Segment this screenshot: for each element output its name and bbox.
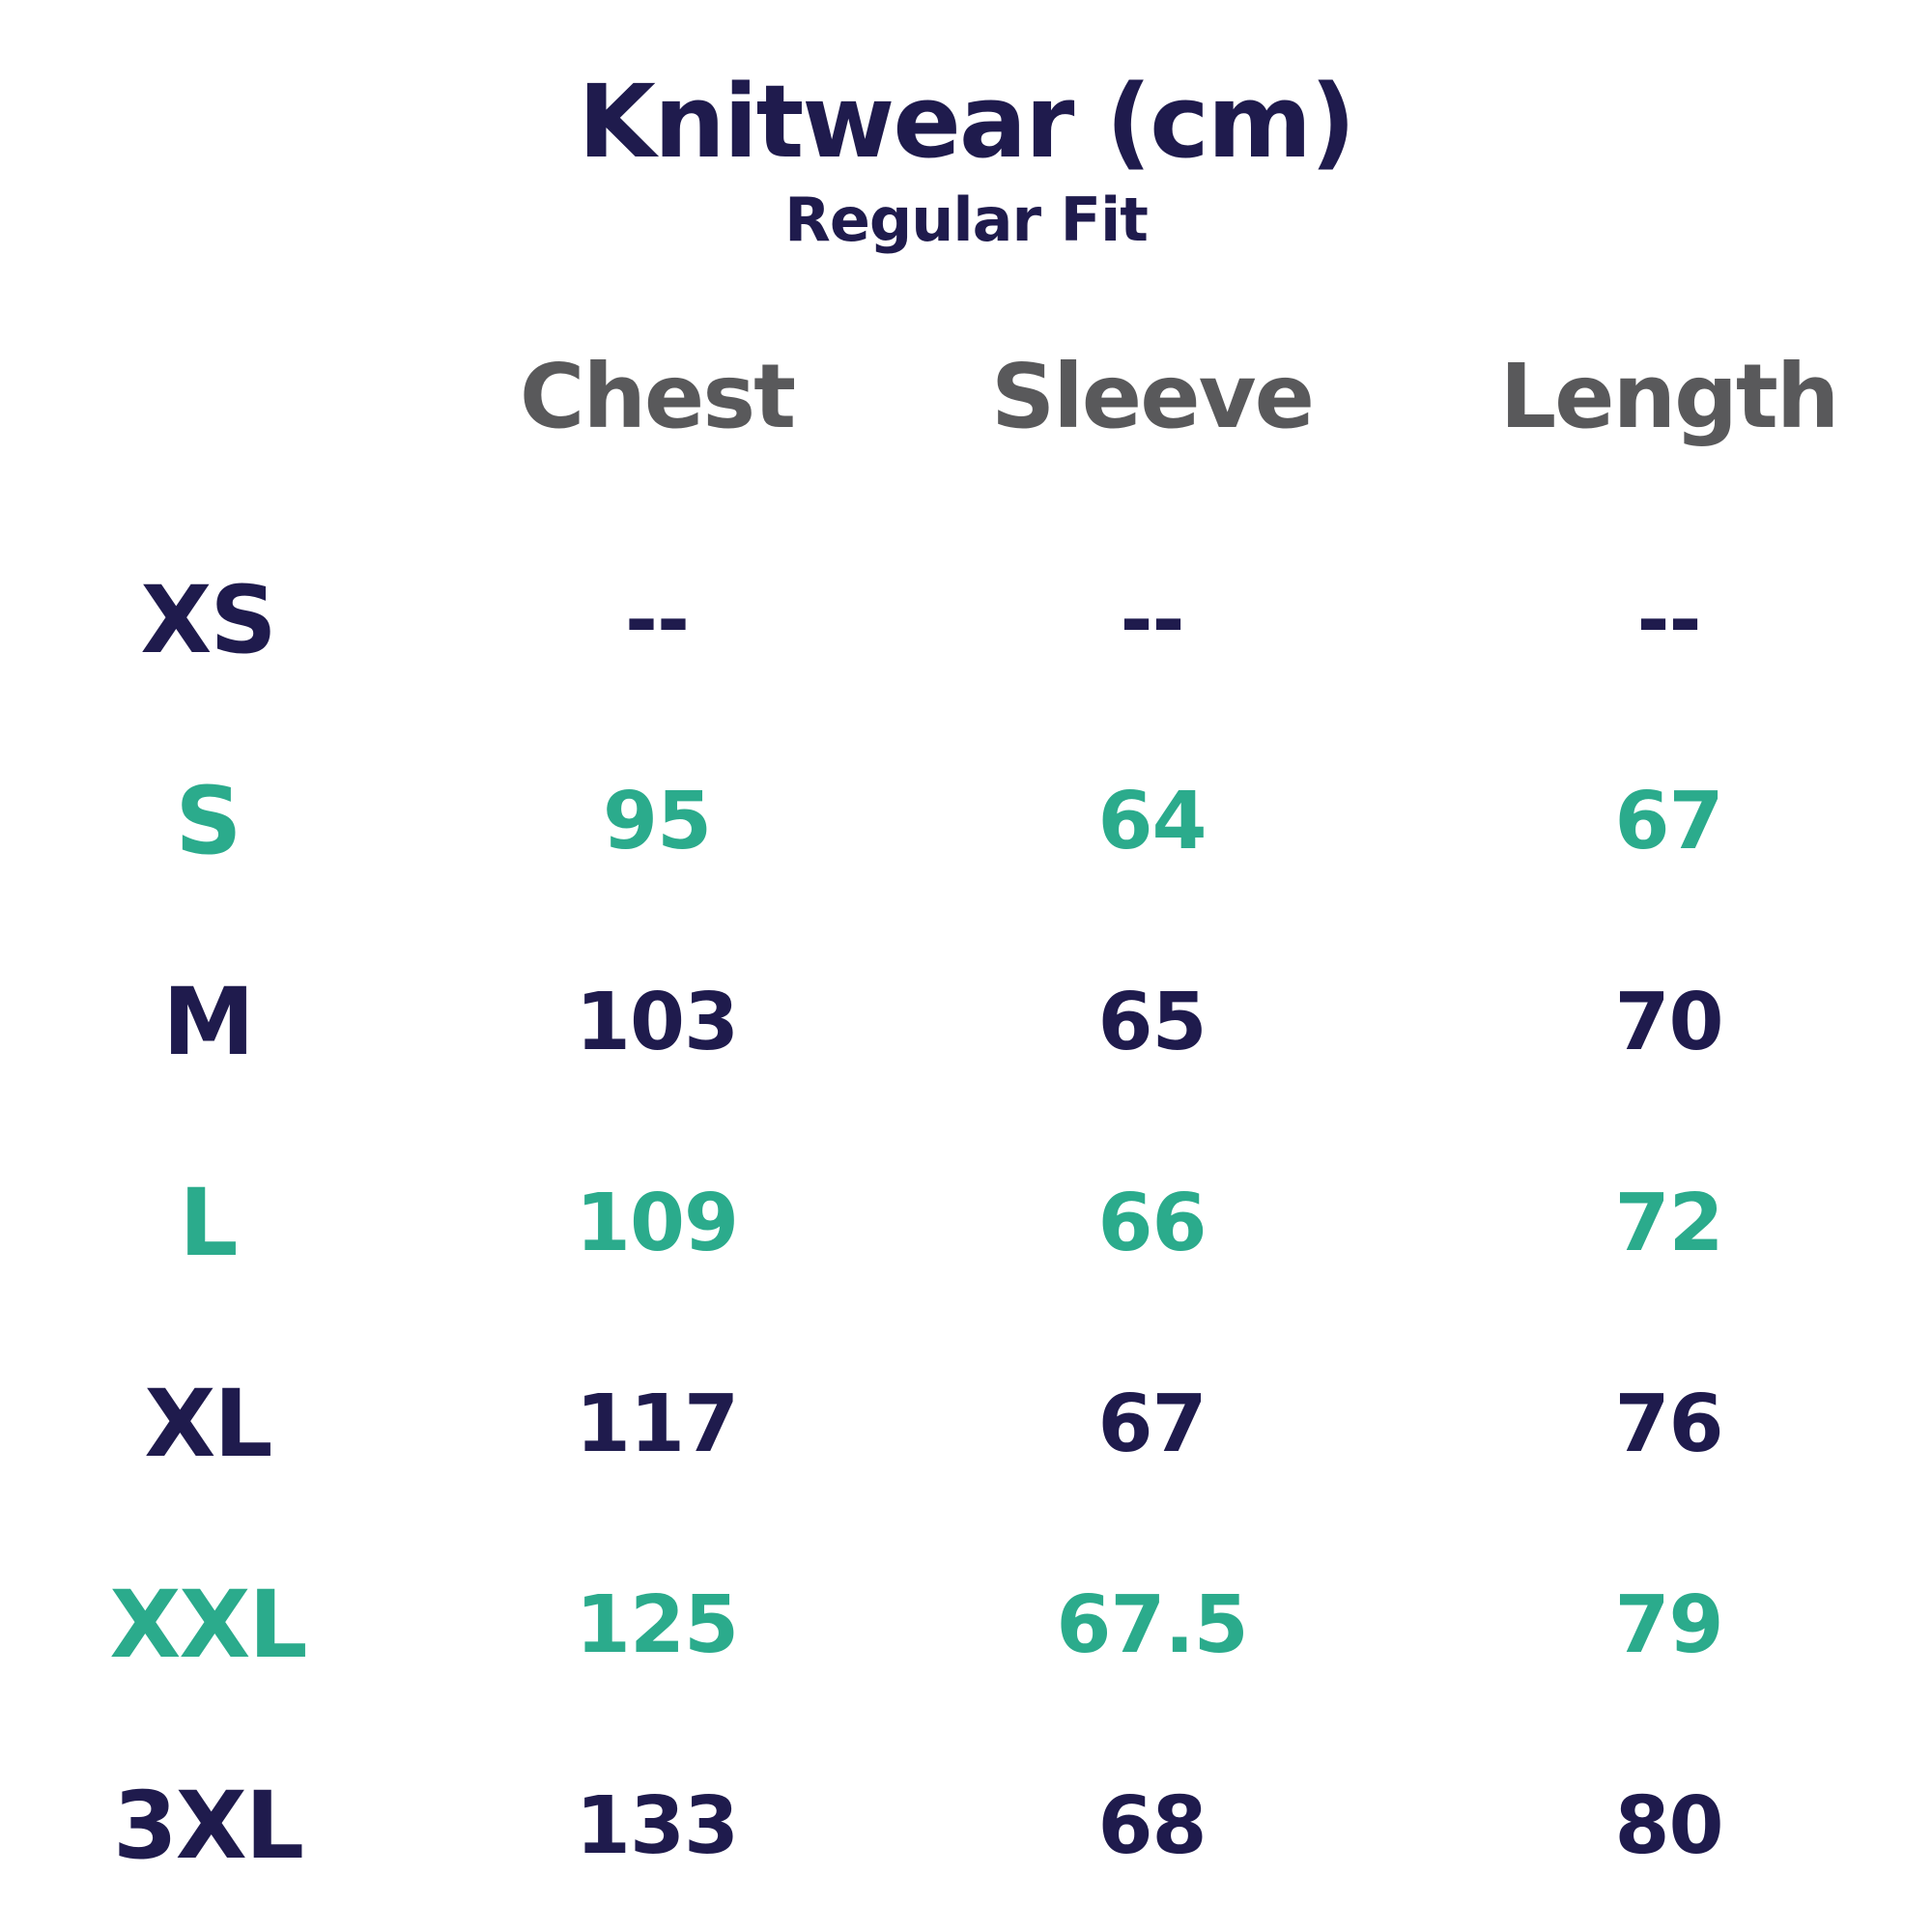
sleeve-value: -- xyxy=(1120,574,1184,667)
chest-value: 109 xyxy=(575,1177,739,1269)
length-value: 79 xyxy=(1614,1578,1723,1671)
sleeve-value: 66 xyxy=(1097,1177,1207,1269)
chest-value: 125 xyxy=(575,1578,739,1671)
size-label: S xyxy=(175,767,242,876)
sleeve-value: 64 xyxy=(1097,775,1207,867)
sleeve-value: 68 xyxy=(1097,1779,1207,1872)
length-value: 76 xyxy=(1614,1378,1723,1470)
length-value: 72 xyxy=(1614,1177,1723,1269)
sleeve-value: 67.5 xyxy=(1056,1578,1248,1671)
page-title: Knitwear (cm) xyxy=(578,63,1355,181)
length-value: -- xyxy=(1636,574,1701,667)
size-label: XL xyxy=(144,1370,272,1479)
size-label: XXL xyxy=(109,1571,307,1680)
length-value: 67 xyxy=(1614,775,1723,867)
size-table: Chest Sleeve Length XS -- -- -- S 95 64 … xyxy=(0,319,1932,1926)
size-label: XS xyxy=(140,566,276,675)
chart-header: Knitwear (cm) Regular Fit xyxy=(0,0,1932,251)
chest-value: 117 xyxy=(575,1378,739,1470)
sleeve-value: 67 xyxy=(1097,1378,1207,1470)
chest-value: 133 xyxy=(575,1779,739,1872)
size-label: 3XL xyxy=(113,1772,304,1881)
chest-value: 95 xyxy=(602,775,712,867)
size-label: M xyxy=(162,968,255,1077)
corner-spacer xyxy=(0,319,415,473)
chest-value: 103 xyxy=(575,976,739,1068)
length-value: 70 xyxy=(1614,976,1723,1068)
column-header-sleeve: Sleeve xyxy=(991,344,1315,448)
chest-value: -- xyxy=(624,574,690,667)
column-header-length: Length xyxy=(1499,344,1840,448)
length-value: 80 xyxy=(1614,1779,1723,1872)
column-header-chest: Chest xyxy=(519,344,796,448)
sleeve-value: 65 xyxy=(1097,976,1207,1068)
page-subtitle: Regular Fit xyxy=(784,185,1149,256)
size-label: L xyxy=(179,1169,238,1278)
